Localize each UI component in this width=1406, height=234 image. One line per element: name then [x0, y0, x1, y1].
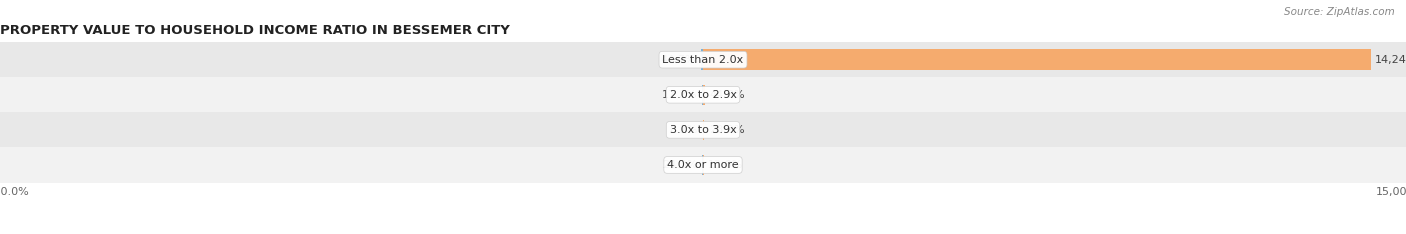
Text: 44.8%: 44.8%: [710, 90, 745, 100]
Text: 28.9%: 28.9%: [709, 125, 745, 135]
Bar: [702, 49, 703, 70]
Text: 13.0%: 13.0%: [709, 160, 744, 170]
Text: 24.3%: 24.3%: [662, 160, 697, 170]
Bar: [0, 112, 1406, 147]
Bar: [0, 42, 1406, 77]
Bar: [0, 147, 1406, 183]
Text: 14,244.7%: 14,244.7%: [1375, 55, 1406, 65]
Text: 17.2%: 17.2%: [662, 90, 697, 100]
Bar: [0, 77, 1406, 112]
Text: 2.0x to 2.9x: 2.0x to 2.9x: [669, 90, 737, 100]
Text: Less than 2.0x: Less than 2.0x: [662, 55, 744, 65]
Legend: Without Mortgage, With Mortgage: Without Mortgage, With Mortgage: [588, 231, 818, 234]
Text: 3.0x to 3.9x: 3.0x to 3.9x: [669, 125, 737, 135]
Text: 44.7%: 44.7%: [661, 55, 696, 65]
Text: 4.0x or more: 4.0x or more: [668, 160, 738, 170]
Text: 6.2%: 6.2%: [669, 125, 697, 135]
Text: PROPERTY VALUE TO HOUSEHOLD INCOME RATIO IN BESSEMER CITY: PROPERTY VALUE TO HOUSEHOLD INCOME RATIO…: [0, 24, 510, 37]
Text: Source: ZipAtlas.com: Source: ZipAtlas.com: [1284, 7, 1395, 17]
Bar: [703, 49, 1371, 70]
Bar: [703, 84, 704, 105]
